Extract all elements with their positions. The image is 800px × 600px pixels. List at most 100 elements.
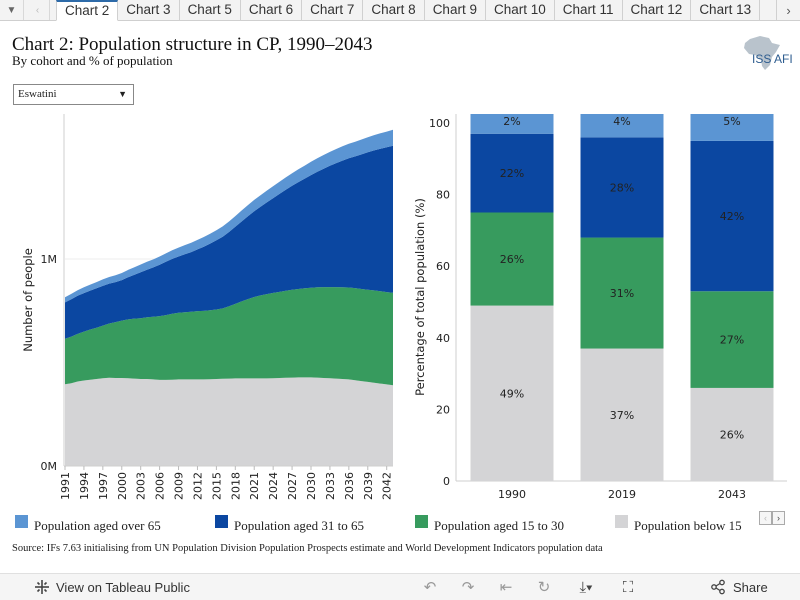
- dropdown-arrow-icon: ▼: [118, 89, 127, 99]
- bar-data-label: 2%: [503, 115, 520, 128]
- bar-y-tick-label: 60: [436, 260, 450, 273]
- revert-icon[interactable]: ⇤: [499, 579, 513, 596]
- view-on-tableau-label: View on Tableau Public: [56, 579, 190, 595]
- bar-segment-below15[interactable]: [470, 305, 554, 481]
- area-y-tick-label: 1M: [41, 253, 58, 266]
- area-x-tick-label: 1994: [78, 472, 91, 500]
- view-on-tableau-link[interactable]: View on Tableau Public: [34, 579, 190, 595]
- bar-segment-over65[interactable]: [470, 114, 554, 134]
- tab-chart-7[interactable]: Chart 7: [302, 0, 364, 21]
- africa-map-logo: [744, 36, 780, 70]
- toolbar-tools: ↶ ↷ ⇤ ↻ ⤓▾ ⛶: [418, 578, 654, 597]
- area-y-tick-label: 0M: [41, 460, 58, 473]
- tab-next-icon[interactable]: ›: [776, 0, 800, 20]
- population-area-chart: 0M 1M 1991 1994 1997 2000 2003 2006 2009 2012 2015…: [21, 114, 394, 500]
- bar-segment-over65[interactable]: [690, 114, 774, 141]
- tab-chart-8[interactable]: Chart 8: [363, 0, 425, 21]
- tab-chart-5[interactable]: Chart 5: [180, 0, 241, 21]
- bar-segment-aged15_30[interactable]: [580, 237, 664, 349]
- legend-swatch: [215, 514, 228, 528]
- bar-data-label: 26%: [720, 428, 744, 441]
- tab-chart-13[interactable]: Chart 13: [691, 0, 761, 21]
- bar-y-tick-label: 20: [436, 403, 450, 416]
- tab-list: Chart 2 Chart 3 Chart 5 Chart 6 Chart 7 Chart…: [56, 0, 761, 21]
- bar-y-tick-label: 40: [436, 332, 450, 345]
- tab-chart-12[interactable]: Chart 12: [623, 0, 692, 21]
- bar-segment-aged15_30[interactable]: [690, 291, 774, 388]
- area-x-tick-label: 2015: [210, 472, 223, 500]
- bar-category-label: 2019: [608, 488, 636, 501]
- area-x-tick-label: 2006: [154, 472, 167, 500]
- area-x-tick-label: 2042: [381, 472, 394, 500]
- bar-segment-aged31_65[interactable]: [470, 133, 554, 213]
- area-x-tick-label: 1991: [59, 472, 72, 500]
- legend-next-icon[interactable]: ›: [772, 511, 785, 525]
- legend-label: Population aged 15 to 30: [434, 518, 564, 533]
- bar-y-tick-label: 100: [429, 117, 450, 130]
- legend-item[interactable]: Population below 15: [615, 511, 742, 533]
- refresh-icon[interactable]: ↻: [537, 579, 551, 596]
- tab-menu-dropdown-icon[interactable]: ▼: [0, 0, 24, 20]
- bar-data-label: 27%: [720, 334, 744, 347]
- page-subtitle: By cohort and % of population: [12, 53, 173, 68]
- area-series-over65[interactable]: [65, 129, 393, 303]
- area-x-tick-label: 2039: [362, 472, 375, 500]
- page-title: Chart 2: Population structure in CP, 199…: [12, 34, 373, 55]
- bar-data-label: 26%: [500, 253, 524, 266]
- charts-canvas: 0M 1M 1991 1994 1997 2000 2003 2006 2009 2012 2015…: [21, 114, 787, 501]
- bar-segment-aged31_65[interactable]: [690, 140, 774, 292]
- area-x-tick-label: 2000: [116, 472, 129, 500]
- legend-label: Population below 15: [634, 518, 742, 533]
- share-button[interactable]: Share: [710, 579, 768, 595]
- share-label: Share: [733, 579, 768, 595]
- redo-icon[interactable]: ↷: [461, 579, 475, 596]
- legend-prev-icon[interactable]: ‹: [759, 511, 772, 525]
- tableau-logo-icon: [35, 580, 49, 594]
- area-x-tick-label: 2009: [173, 472, 186, 500]
- area-x-tick-label: 2027: [286, 472, 299, 500]
- legend-item[interactable]: Population aged over 65: [15, 511, 161, 533]
- source-note: Source: IFs 7.63 initialising from UN Po…: [12, 543, 603, 554]
- legend-pager: ‹ ›: [759, 511, 785, 525]
- legend-swatch: [415, 514, 428, 528]
- bar-category-label: 2043: [718, 488, 746, 501]
- bar-segment-below15[interactable]: [690, 387, 774, 481]
- bar-data-label: 5%: [723, 115, 740, 128]
- bar-data-label: 31%: [610, 287, 634, 300]
- legend-item[interactable]: Population aged 31 to 65: [215, 511, 364, 533]
- area-series-below15[interactable]: [65, 377, 393, 466]
- tab-chart-10[interactable]: Chart 10: [486, 0, 555, 21]
- tab-prev-icon[interactable]: ‹: [26, 0, 50, 20]
- undo-icon[interactable]: ↶: [423, 579, 437, 596]
- country-select-value: Eswatini: [18, 88, 57, 100]
- logo-text: ISS AFI: [752, 52, 793, 66]
- bar-segment-aged15_30[interactable]: [470, 212, 554, 306]
- tab-chart-2[interactable]: Chart 2: [56, 0, 119, 21]
- legend: Population aged over 65 Population aged 3…: [0, 511, 800, 533]
- legend-label: Population aged over 65: [34, 518, 161, 533]
- population-share-bar-chart: 0 20 40 60 80 100 49% 26% 22% 2% 1990 37% 31% 28% 4% 20…: [413, 114, 787, 501]
- tab-chart-3[interactable]: Chart 3: [118, 0, 180, 21]
- area-x-tick-label: 2003: [135, 472, 148, 500]
- bar-segment-over65[interactable]: [580, 114, 664, 138]
- bar-y-tick-label: 80: [436, 189, 450, 202]
- tab-chart-9[interactable]: Chart 9: [425, 0, 486, 21]
- area-x-tick-label: 2021: [248, 472, 261, 500]
- fullscreen-icon[interactable]: ⛶: [622, 578, 634, 596]
- area-x-tick-label: 2012: [191, 472, 204, 500]
- country-select[interactable]: Eswatini ▼: [13, 84, 134, 105]
- area-series-aged31_65[interactable]: [65, 145, 393, 339]
- area-series-aged15_30[interactable]: [65, 287, 393, 386]
- bar-segment-below15[interactable]: [580, 348, 664, 481]
- area-x-tick-label: 2036: [343, 472, 356, 500]
- bar-segment-aged31_65[interactable]: [580, 137, 664, 238]
- area-x-tick-label: 1997: [97, 472, 110, 500]
- area-x-tick-label: 2018: [229, 472, 242, 500]
- area-x-tick-label: 2033: [324, 472, 337, 500]
- download-icon[interactable]: ⤓▾: [579, 578, 593, 596]
- tab-chart-6[interactable]: Chart 6: [241, 0, 303, 21]
- tab-chart-11[interactable]: Chart 11: [555, 0, 623, 21]
- legend-item[interactable]: Population aged 15 to 30: [415, 511, 564, 533]
- tableau-toolbar: View on Tableau Public ↶ ↷ ⇤ ↻ ⤓▾ ⛶ Shar…: [0, 573, 800, 600]
